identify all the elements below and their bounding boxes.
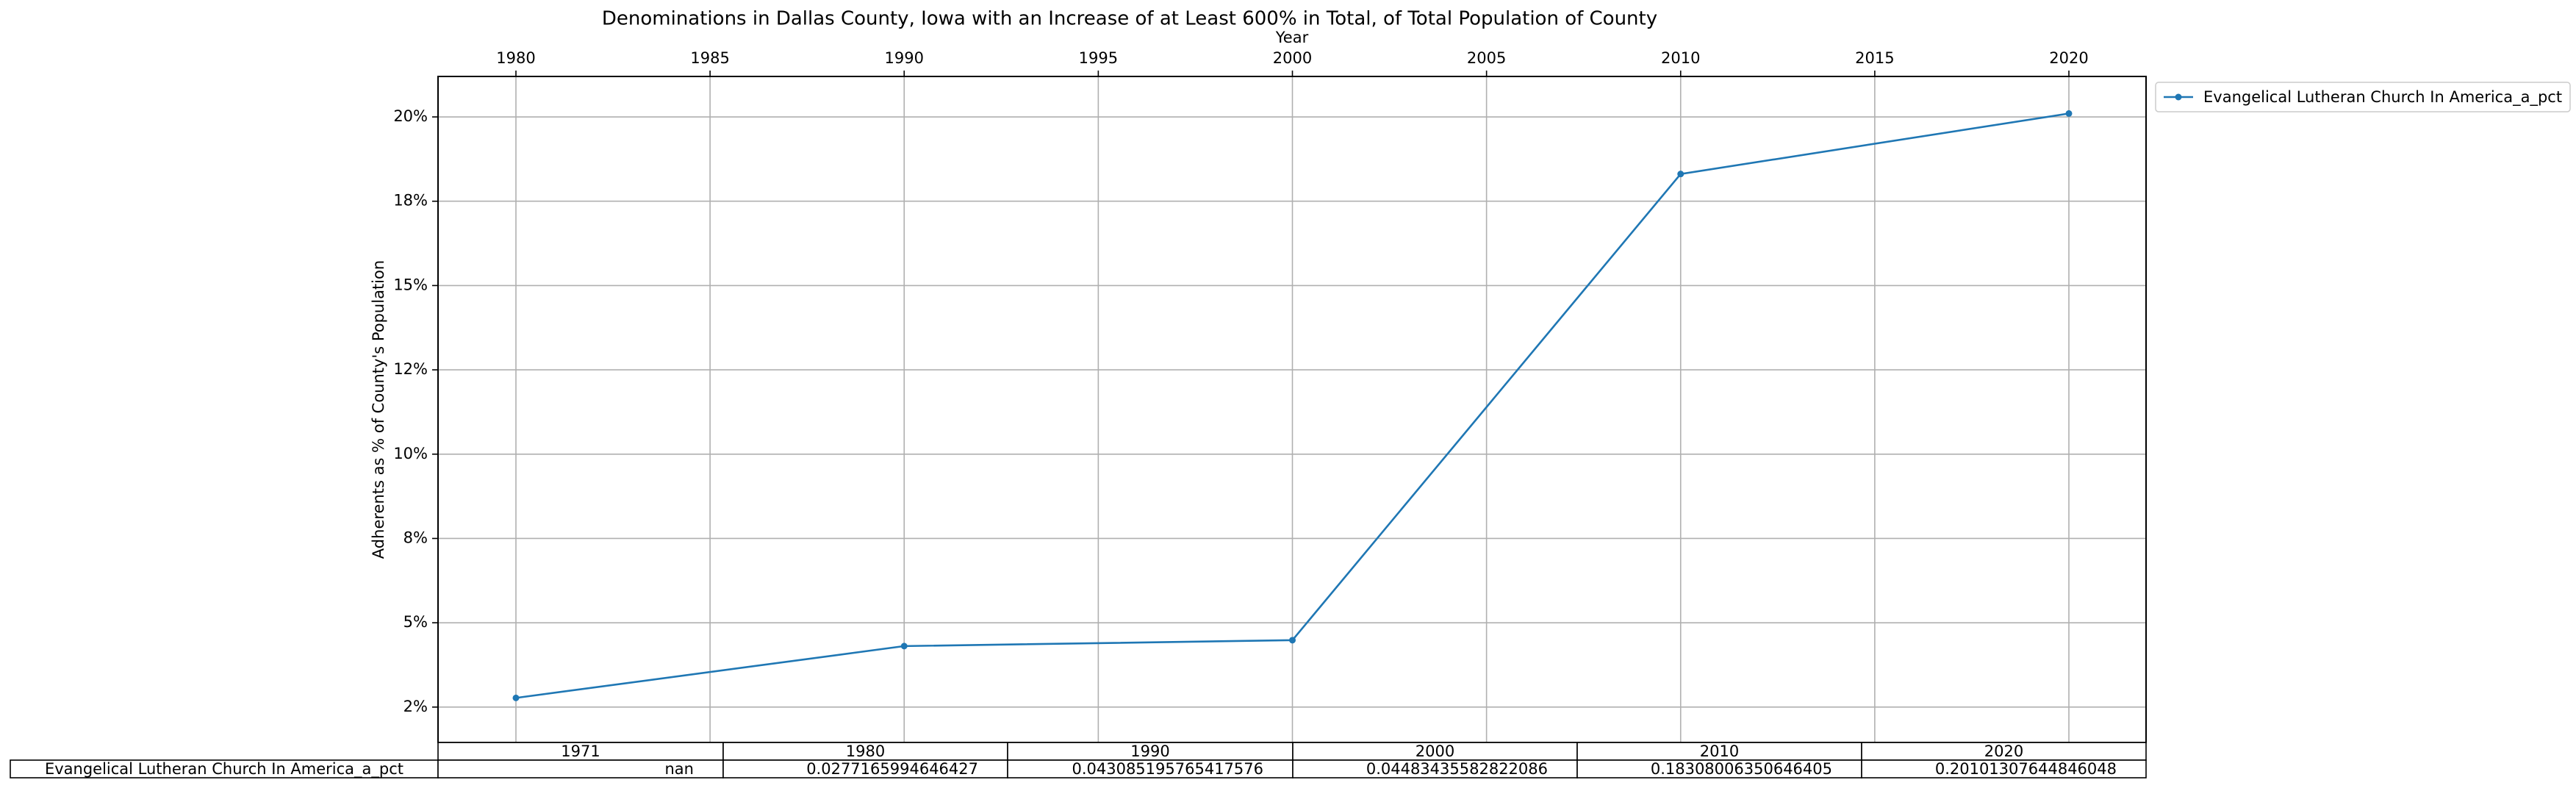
table-row-header-cell <box>10 759 439 779</box>
table-cell-value: 0.043085195765417576 <box>1072 760 1263 778</box>
table-cell <box>1861 759 2147 779</box>
table-header-label: 1990 <box>1130 742 1169 760</box>
table-cell-value: nan <box>665 760 695 778</box>
table-cell-value: 0.20101307644846048 <box>1935 760 2117 778</box>
table-cell <box>1007 759 1294 779</box>
table-cell <box>1576 759 1862 779</box>
table-cell-value: 0.18308006350646405 <box>1651 760 1832 778</box>
table-cell-value: 0.0277165994646427 <box>806 760 978 778</box>
legend-label: Evangelical Lutheran Church In America_a… <box>2203 88 2562 107</box>
y-tick-label: 20% <box>393 107 428 125</box>
x-tick-label: 2000 <box>1273 49 1312 67</box>
x-tick-label: 2020 <box>2049 49 2088 67</box>
table-header-label: 2000 <box>1416 742 1454 760</box>
y-tick-label: 15% <box>393 276 428 293</box>
y-tick-label: 12% <box>393 360 428 378</box>
data-point <box>1289 637 1296 644</box>
table-header-cell <box>437 742 724 761</box>
data-point <box>512 694 520 701</box>
legend-box <box>2155 82 2571 112</box>
table-header-label: 1971 <box>561 742 600 760</box>
table-header-cell <box>1007 742 1294 761</box>
x-tick-label: 1980 <box>496 49 535 67</box>
legend-marker <box>2175 93 2182 101</box>
x-tick-label: 1995 <box>1079 49 1118 67</box>
chart-title: Denominations in Dallas County, Iowa wit… <box>602 8 1657 30</box>
x-tick-label: 2005 <box>1467 49 1506 67</box>
series-layer <box>512 110 2073 701</box>
grid <box>438 76 2146 742</box>
x-tick-label: 2015 <box>1855 49 1894 67</box>
table-header-cell <box>1576 742 1862 761</box>
data-point <box>1677 171 1685 178</box>
table-cell <box>1292 759 1578 779</box>
y-tick-label: 18% <box>393 192 428 210</box>
data-table: 1971 1980 1990 2000 2010 2020 Evangelical Luth… <box>10 742 2147 779</box>
table-header-label: 2020 <box>1984 742 2023 760</box>
x-tick-label: 2010 <box>1661 49 1700 67</box>
table-row-label: Evangelical Lutheran Church In America_a… <box>45 760 403 779</box>
y-axis: 2% 5% 8% 10% 12% 15% 18% 20% <box>393 107 438 715</box>
table-cell <box>722 759 1008 779</box>
y-tick-label: 10% <box>393 445 428 462</box>
y-tick-label: 5% <box>403 613 428 631</box>
table-cell-value: 0.04483435582822086 <box>1366 760 1548 778</box>
x-axis-label: Year <box>1275 29 1309 46</box>
y-tick-label: 8% <box>403 529 428 546</box>
x-axis: 1980 1985 1990 1995 2000 2005 2010 2015 2020 <box>496 49 2089 76</box>
legend: Evangelical Lutheran Church In America_a… <box>2155 82 2571 112</box>
y-axis-label: Adherents as % of County's Population <box>370 260 387 559</box>
y-tick-label: 2% <box>403 698 428 715</box>
table-header-cell <box>1292 742 1578 761</box>
data-point <box>2065 110 2073 117</box>
x-tick-label: 1985 <box>690 49 729 67</box>
data-point <box>900 643 908 650</box>
table-header-label: 1980 <box>846 742 885 760</box>
x-tick-label: 1990 <box>885 49 924 67</box>
table-header-label: 2010 <box>1700 742 1739 760</box>
